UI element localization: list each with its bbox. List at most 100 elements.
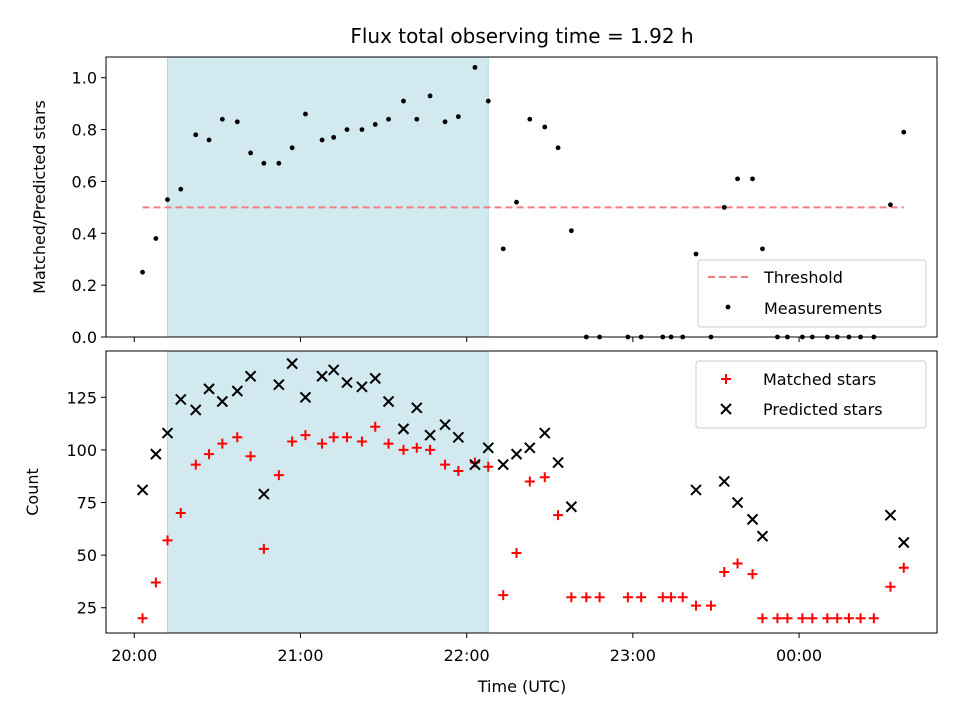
matched-star-marker: [666, 592, 677, 603]
predicted-star-marker: [175, 393, 187, 406]
matched-star-marker: [453, 465, 464, 476]
predicted-star-marker: [497, 458, 509, 471]
measurement-point: [289, 145, 295, 151]
matched-star-marker: [150, 577, 161, 588]
predicted-star-marker: [452, 431, 465, 443]
bottom-panel: 25 50 75 100 125 20:00 21:00 22:00 23:00 00:00 Mat…: [66, 350, 938, 665]
x-tick-label: 22:00: [444, 646, 490, 665]
top-y-axis-label: Matched/Predicted stars: [30, 100, 49, 294]
y-tick-label: 50: [77, 546, 97, 565]
measurement-point: [319, 137, 325, 143]
measurement-point: [261, 160, 267, 166]
measurement-point: [206, 137, 212, 143]
measurement-point: [193, 132, 199, 138]
predicted-star-marker: [524, 442, 536, 454]
predicted-star-marker: [369, 372, 381, 385]
matched-star-marker: [425, 444, 436, 455]
measurement-point: [140, 269, 145, 275]
predicted-star-marker: [731, 496, 744, 509]
matched-star-marker: [137, 613, 148, 624]
measurement-point: [735, 176, 740, 182]
matched-star-marker: [398, 444, 409, 455]
matched-star-marker: [822, 613, 833, 624]
y-tick-label: 0.8: [72, 121, 97, 140]
matched-star-marker: [411, 442, 422, 453]
x-tick-label: 20:00: [111, 646, 157, 665]
x-axis-label: Time (UTC): [477, 677, 566, 696]
matched-star-marker: [691, 600, 702, 611]
measurement-point: [386, 116, 391, 122]
predicted-star-marker: [341, 376, 353, 389]
measurement-point: [331, 134, 337, 140]
legend-matched-label: Matched stars: [763, 370, 876, 389]
matched-star-marker: [162, 535, 173, 546]
matched-star-marker: [757, 613, 768, 624]
predicted-star-marker: [397, 423, 410, 435]
highlight-span: [166, 56, 489, 338]
top-panel: 0.0 0.2 0.4 0.6 0.8 1.0 Threshold Measurements: [72, 56, 938, 347]
legend-box: [695, 360, 927, 429]
y-tick-label: 25: [77, 599, 97, 618]
matched-star-marker: [524, 476, 535, 487]
matched-star-marker: [636, 592, 647, 603]
predicted-star-marker: [136, 484, 149, 496]
matched-star-marker: [356, 436, 367, 447]
predicted-star-marker: [327, 364, 340, 376]
matched-star-marker: [483, 461, 494, 472]
x-tick-label: 21:00: [277, 646, 323, 665]
predicted-star-marker: [439, 418, 451, 431]
y-tick-label: 75: [77, 494, 97, 513]
y-tick-label: 0.6: [72, 172, 97, 191]
predicted-star-marker: [299, 391, 312, 404]
matched-star-marker: [287, 436, 298, 447]
y-tick-label: 0.0: [72, 328, 97, 347]
matched-star-marker: [832, 613, 843, 624]
x-tick-label: 00:00: [776, 646, 822, 665]
predicted-star-marker: [286, 357, 298, 370]
predicted-star-marker: [190, 404, 202, 416]
y-tick-label: 125: [66, 388, 97, 407]
matched-star-marker: [232, 432, 243, 443]
measurement-point: [693, 251, 699, 257]
predicted-star-marker: [756, 530, 769, 542]
predicted-star-marker: [273, 378, 285, 391]
legend-predicted-label: Predicted stars: [763, 400, 883, 419]
predicted-star-marker: [258, 488, 270, 500]
matched-star-marker: [300, 430, 311, 441]
measurement-point: [165, 197, 170, 202]
measurement-point: [248, 150, 253, 156]
matched-star-marker: [341, 432, 352, 443]
measurement-point: [442, 119, 448, 125]
predicted-star-marker: [690, 484, 702, 496]
measurement-point: [219, 116, 225, 122]
measurement-point: [455, 114, 461, 120]
matched-star-marker: [498, 590, 509, 601]
y-tick-label: 1.0: [72, 69, 97, 88]
matched-star-marker: [797, 613, 808, 624]
matched-star-marker: [553, 510, 564, 521]
predicted-star-marker: [150, 448, 162, 460]
matched-star-marker: [328, 432, 339, 443]
matched-star-marker: [885, 581, 896, 592]
measurement-point: [514, 199, 519, 205]
matched-star-marker: [245, 451, 256, 462]
measurement-point: [344, 127, 350, 132]
matched-star-marker: [807, 613, 818, 624]
x-tick-label: 23:00: [610, 646, 656, 665]
y-tick-label: 0.4: [72, 224, 97, 243]
predicted-star-marker: [161, 427, 174, 439]
matched-star-marker: [273, 470, 284, 481]
y-tick-label: 100: [66, 441, 97, 460]
predicted-star-marker: [552, 456, 564, 469]
measurement-point: [542, 124, 548, 130]
matched-star-marker: [782, 613, 793, 624]
predicted-star-marker: [424, 429, 436, 441]
matched-star-marker: [855, 613, 866, 624]
matched-star-marker: [868, 613, 879, 624]
measurement-point: [153, 236, 159, 241]
chart-title: Flux total observing time = 1.92 h: [350, 24, 693, 48]
matched-star-marker: [843, 613, 854, 624]
legend-matched-swatch: [721, 374, 731, 384]
predicted-star-marker: [510, 448, 523, 460]
matched-star-marker: [217, 438, 228, 449]
